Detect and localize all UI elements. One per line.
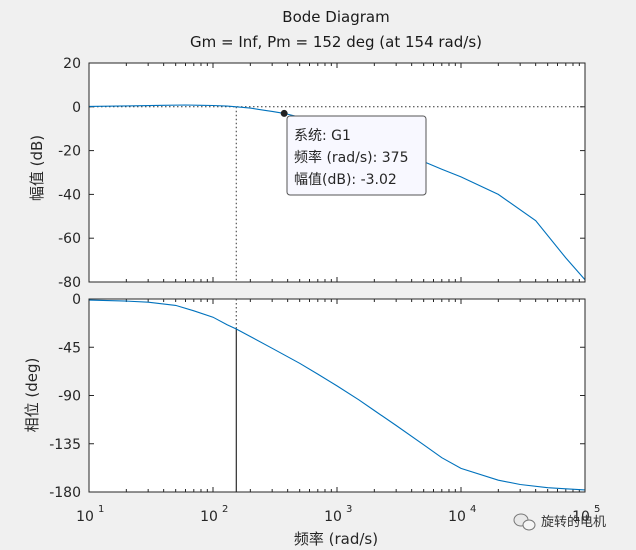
y-tick-label: -180 — [49, 485, 81, 501]
datatip-line: 频率 (rad/s): 375 — [294, 149, 409, 166]
x-tick-exponent: 4 — [470, 504, 476, 515]
y-tick-label: -40 — [58, 187, 81, 203]
x-tick-exponent: 2 — [222, 504, 228, 515]
x-tick-label: 10 — [324, 509, 342, 525]
datatip-line: 幅值(dB): -3.02 — [294, 172, 397, 188]
series-line — [88, 299, 586, 491]
wechat-icon — [513, 513, 536, 531]
phase-panel[interactable]: 0 -45 -90 -135 -180 — [49, 292, 586, 501]
chart-subtitle: Gm = Inf, Pm = 152 deg (at 154 rad/s) — [190, 33, 482, 51]
y-tick-label: 0 — [72, 292, 81, 308]
watermark: 旋转的电机 — [513, 513, 606, 531]
x-tick-labels: 10 1 10 2 10 3 10 4 10 5 — [76, 504, 600, 525]
chart-title: Bode Diagram — [282, 8, 389, 26]
y-tick-label: -80 — [58, 275, 81, 291]
x-tick-label: 10 — [76, 509, 94, 525]
y-tick-label: -45 — [58, 340, 81, 356]
y-tick-label: -60 — [58, 231, 81, 247]
plot-area — [89, 299, 585, 492]
phase-y-label: 相位 (deg) — [23, 358, 41, 433]
datatip-line: 系统: G1 — [294, 128, 351, 144]
watermark-text: 旋转的电机 — [541, 514, 606, 530]
axes-frame — [88, 62, 586, 283]
magnitude-y-label: 幅值 (dB) — [28, 135, 46, 201]
datatip-point — [280, 109, 288, 117]
y-tick-label: 20 — [63, 56, 81, 72]
magnitude-panel[interactable]: 20 0 -20 -40 -60 -80 系统: G1 频率 (rad/s): 375 幅值(d… — [58, 56, 586, 291]
x-axis-label: 频率 (rad/s) — [294, 530, 378, 548]
x-tick-exponent: 5 — [594, 504, 600, 515]
y-tick-label: 0 — [72, 100, 81, 116]
x-tick-label: 10 — [200, 509, 218, 525]
y-tick-label: -90 — [58, 389, 81, 405]
y-tick-label: -135 — [49, 437, 81, 453]
x-tick-label: 10 — [448, 509, 466, 525]
x-tick-exponent: 1 — [98, 504, 104, 515]
x-tick-label: 10 — [572, 509, 590, 525]
y-tick-label: -20 — [58, 144, 81, 160]
datatip-box — [286, 115, 427, 196]
axes-frame — [88, 298, 586, 493]
x-tick-exponent: 3 — [346, 504, 352, 515]
